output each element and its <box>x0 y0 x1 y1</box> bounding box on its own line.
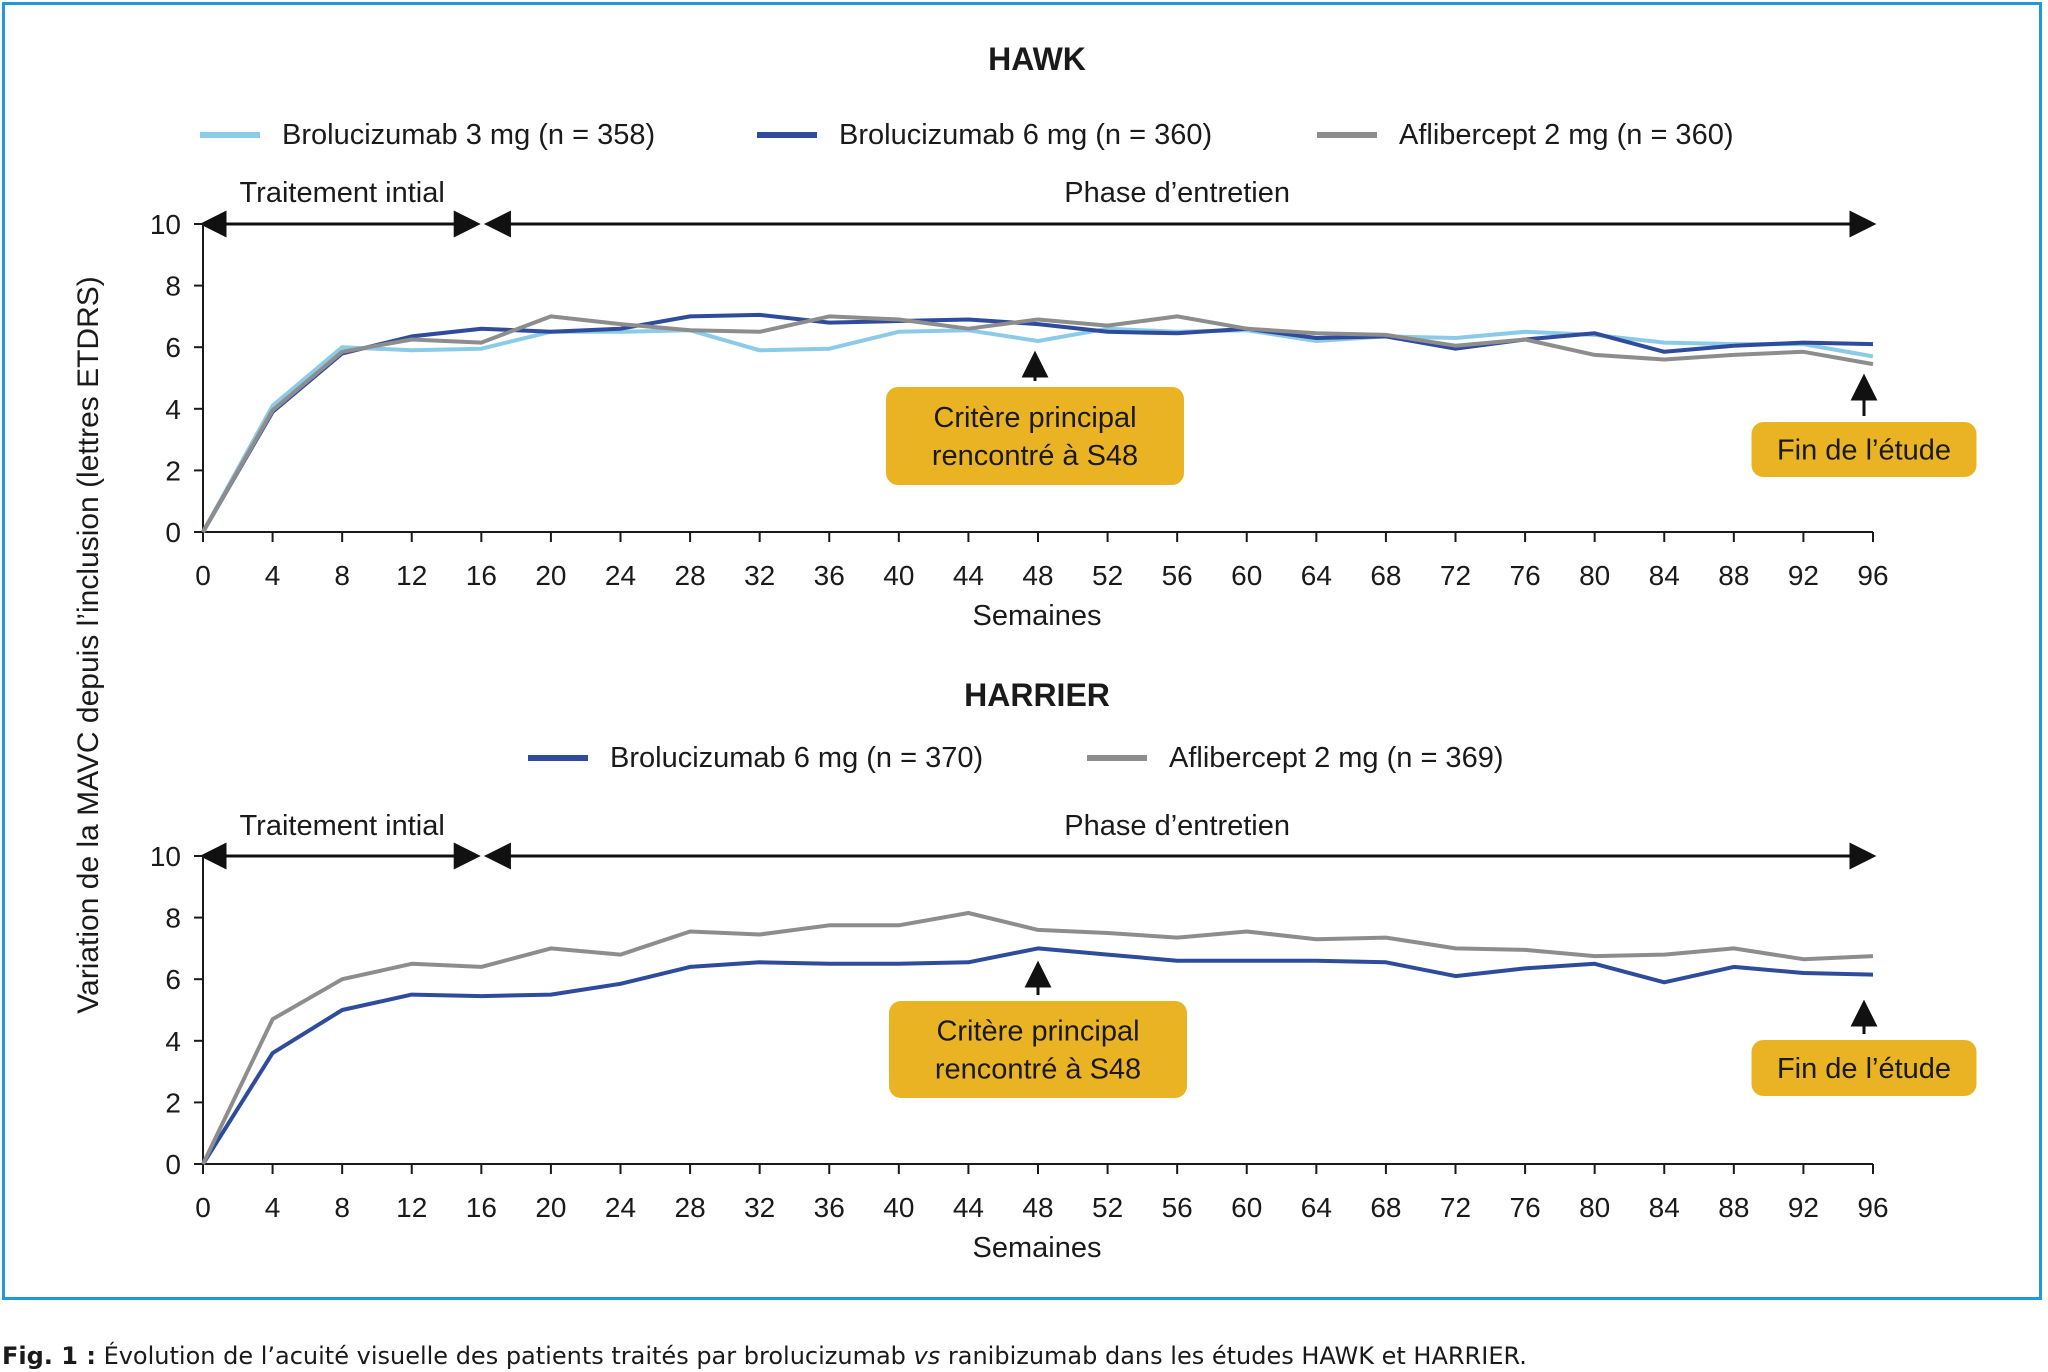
x-tick-label: 8 <box>334 560 350 591</box>
x-tick-label: 72 <box>1440 1192 1471 1223</box>
x-tick-label: 32 <box>744 560 775 591</box>
y-tick-label: 2 <box>165 1087 181 1118</box>
y-tick-label: 4 <box>165 1026 181 1057</box>
callout-text: rencontré à S48 <box>932 440 1138 472</box>
caption-text-italic: vs <box>913 1342 941 1370</box>
x-tick-label: 64 <box>1301 1192 1332 1223</box>
chart-title: HAWK <box>988 41 1086 77</box>
series-line-3 <box>201 314 1874 533</box>
x-tick-label: 28 <box>675 1192 706 1223</box>
figure-frame <box>2 2 2042 1300</box>
x-tick-label: 20 <box>535 1192 566 1223</box>
x-tick-label: 36 <box>814 560 845 591</box>
x-axis-label: Semaines <box>973 1232 1102 1264</box>
x-tick-label: 48 <box>1022 1192 1053 1223</box>
phase-label-maintenance: Phase d’entretien <box>1064 177 1290 209</box>
x-tick-label: 52 <box>1092 560 1123 591</box>
x-tick-label: 72 <box>1440 560 1471 591</box>
x-tick-label: 44 <box>953 560 984 591</box>
callout-text: Critère principal <box>936 1016 1139 1048</box>
y-tick-label: 4 <box>165 394 181 425</box>
x-tick-label: 80 <box>1579 560 1610 591</box>
x-tick-label: 0 <box>195 560 211 591</box>
x-tick-label: 80 <box>1579 1192 1610 1223</box>
series-line-2 <box>201 312 1874 534</box>
callout-box <box>1751 1040 1977 1096</box>
x-tick-label: 24 <box>605 1192 636 1223</box>
legend-label: Brolucizumab 6 mg (n = 360) <box>839 119 1212 151</box>
x-tick-label: 92 <box>1788 1192 1819 1223</box>
phase-label-initial: Traitement intial <box>240 177 445 209</box>
y-tick-label: 8 <box>165 271 181 302</box>
series-line-1 <box>201 946 1874 1166</box>
y-tick-label: 0 <box>165 1149 181 1180</box>
y-tick-label: 8 <box>165 903 181 934</box>
legend-label: Aflibercept 2 mg (n = 360) <box>1399 119 1733 151</box>
x-tick-label: 68 <box>1370 560 1401 591</box>
callout-box <box>1751 422 1977 477</box>
phase-label-initial: Traitement intial <box>240 810 445 842</box>
x-tick-label: 44 <box>953 1192 984 1223</box>
x-tick-label: 4 <box>265 1192 281 1223</box>
x-tick-label: 84 <box>1649 1192 1680 1223</box>
series-line-2 <box>201 911 1874 1165</box>
y-tick-label: 10 <box>150 209 181 240</box>
x-tick-label: 0 <box>195 1192 211 1223</box>
x-tick-label: 88 <box>1718 560 1749 591</box>
x-tick-label: 96 <box>1857 1192 1888 1223</box>
x-tick-label: 60 <box>1231 560 1262 591</box>
x-tick-label: 76 <box>1510 1192 1541 1223</box>
caption-text-before: Évolution de l’acuité visuelle des patie… <box>95 1342 914 1370</box>
x-tick-label: 12 <box>396 560 427 591</box>
x-tick-label: 16 <box>466 1192 497 1223</box>
legend-label: Aflibercept 2 mg (n = 369) <box>1169 742 1503 774</box>
x-tick-label: 32 <box>744 1192 775 1223</box>
x-tick-label: 84 <box>1649 560 1680 591</box>
caption-fig-label: Fig. 1 : <box>2 1342 96 1370</box>
x-tick-label: 40 <box>883 1192 914 1223</box>
chart-harrier: HARRIER Brolucizumab 6 mg (n = 370) Aflibe… <box>150 677 1977 1264</box>
callout-text: Critère principal <box>933 402 1136 434</box>
callout-text: Fin de l’étude <box>1777 1053 1951 1085</box>
legend-label: Brolucizumab 3 mg (n = 358) <box>282 119 655 151</box>
legend-label: Brolucizumab 6 mg (n = 370) <box>610 742 983 774</box>
x-tick-label: 96 <box>1857 560 1888 591</box>
x-tick-label: 56 <box>1162 1192 1193 1223</box>
phase-label-maintenance: Phase d’entretien <box>1064 810 1290 842</box>
x-tick-label: 64 <box>1301 560 1332 591</box>
x-tick-label: 8 <box>334 1192 350 1223</box>
x-tick-label: 48 <box>1022 560 1053 591</box>
figure-caption: Fig. 1 : Évolution de l’acuité visuelle … <box>2 1342 2042 1370</box>
callout-text: Fin de l’étude <box>1777 435 1951 467</box>
caption-text-after: ranibizumab dans les études HAWK et HARR… <box>940 1342 1527 1370</box>
x-tick-label: 28 <box>675 560 706 591</box>
y-tick-label: 6 <box>165 332 181 363</box>
shared-y-axis-label: Variation de la MAVC depuis l’inclusion … <box>72 276 105 1014</box>
x-tick-label: 88 <box>1718 1192 1749 1223</box>
x-tick-label: 40 <box>883 560 914 591</box>
y-tick-label: 6 <box>165 964 181 995</box>
x-tick-label: 4 <box>265 560 281 591</box>
x-tick-label: 60 <box>1231 1192 1262 1223</box>
x-tick-label: 12 <box>396 1192 427 1223</box>
x-tick-label: 16 <box>466 560 497 591</box>
x-tick-label: 52 <box>1092 1192 1123 1223</box>
x-tick-label: 76 <box>1510 560 1541 591</box>
callout-box <box>889 1001 1187 1098</box>
chart-title: HARRIER <box>964 677 1110 713</box>
x-tick-label: 68 <box>1370 1192 1401 1223</box>
chart-hawk: HAWK Brolucizumab 3 mg (n = 358) Brolucizu… <box>150 41 1977 632</box>
x-tick-label: 36 <box>814 1192 845 1223</box>
x-tick-label: 24 <box>605 560 636 591</box>
x-tick-label: 92 <box>1788 560 1819 591</box>
callout-text: rencontré à S48 <box>935 1054 1141 1086</box>
y-tick-label: 10 <box>150 841 181 872</box>
x-tick-label: 20 <box>535 560 566 591</box>
x-tick-label: 56 <box>1162 560 1193 591</box>
x-axis-label: Semaines <box>973 600 1102 632</box>
y-tick-label: 2 <box>165 455 181 486</box>
y-tick-label: 0 <box>165 517 181 548</box>
callout-box <box>886 387 1184 485</box>
